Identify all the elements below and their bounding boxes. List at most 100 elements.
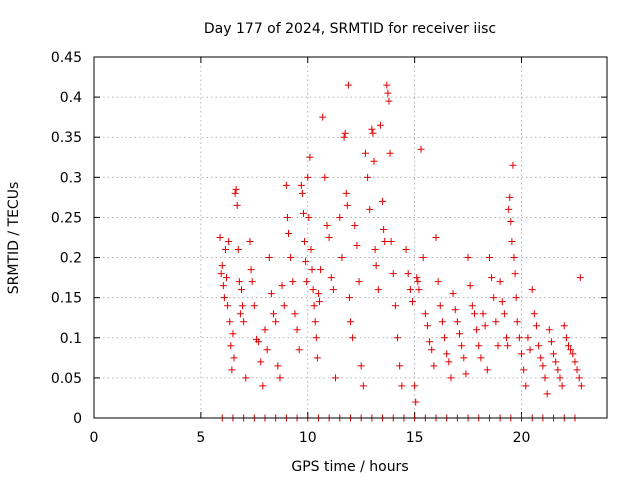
data-point <box>257 358 265 366</box>
data-point <box>507 217 515 225</box>
data-point <box>283 213 291 221</box>
y-tick-label: 0.1 <box>60 331 82 347</box>
data-point <box>537 354 545 362</box>
data-point <box>313 354 321 362</box>
data-point <box>518 350 525 358</box>
data-point <box>327 274 335 282</box>
data-point <box>515 334 523 342</box>
data-point <box>340 133 348 141</box>
data-point <box>272 318 280 326</box>
y-tick-label: 0.15 <box>51 291 82 307</box>
data-point <box>415 286 423 294</box>
data-point <box>473 326 481 334</box>
data-point <box>554 366 562 374</box>
data-point <box>263 346 271 354</box>
data-point <box>453 318 461 326</box>
data-point <box>503 334 511 342</box>
data-point <box>310 302 318 310</box>
data-point <box>332 374 340 382</box>
data-point <box>217 270 225 278</box>
data-point <box>396 362 404 370</box>
data-point <box>230 354 238 362</box>
data-point <box>247 266 255 274</box>
x-tick-labels: 0 5 10 15 20 <box>90 430 531 446</box>
data-point <box>323 221 331 229</box>
data-point <box>239 302 247 310</box>
data-point <box>305 213 313 221</box>
data-point <box>301 238 309 246</box>
data-point <box>311 318 319 326</box>
data-point <box>250 302 258 310</box>
data-point <box>304 173 312 181</box>
data-point <box>297 181 305 189</box>
data-point <box>569 350 577 358</box>
data-point <box>468 302 476 310</box>
data-point <box>430 362 438 370</box>
data-point <box>372 262 380 270</box>
data-point <box>379 197 387 205</box>
data-point <box>383 81 391 89</box>
data-point <box>530 310 538 318</box>
data-point <box>460 354 468 362</box>
data-point <box>413 274 421 282</box>
data-point <box>325 234 333 241</box>
y-tick-label: 0.25 <box>51 210 82 226</box>
data-point <box>344 81 352 89</box>
data-point <box>562 334 570 342</box>
data-point <box>550 350 558 358</box>
data-point <box>404 270 412 278</box>
data-point <box>345 294 353 302</box>
data-point <box>528 286 536 294</box>
data-point <box>303 278 311 286</box>
data-point <box>307 246 315 254</box>
data-point <box>361 149 369 157</box>
data-point <box>225 238 233 246</box>
data-point <box>414 278 422 286</box>
data-point <box>237 286 245 294</box>
data-point <box>317 266 325 274</box>
data-point <box>234 246 242 254</box>
data-point <box>505 205 513 213</box>
data-point <box>438 318 446 326</box>
x-axis-label: GPS time / hours <box>291 459 408 475</box>
data-point <box>485 254 493 262</box>
y-tick-label: 0.4 <box>60 90 82 106</box>
data-point <box>509 161 517 169</box>
data-point <box>402 246 410 254</box>
data-point <box>547 338 555 346</box>
data-point <box>458 342 466 350</box>
data-point <box>216 234 224 241</box>
axis-ticks <box>93 56 607 419</box>
data-point <box>513 318 521 326</box>
data-point <box>423 322 431 330</box>
data-point <box>411 382 419 390</box>
data-point <box>229 330 237 338</box>
data-point <box>447 374 455 382</box>
data-point <box>221 246 229 254</box>
data-point <box>370 157 378 165</box>
data-point <box>309 286 317 294</box>
data-point <box>233 201 241 209</box>
data-point <box>571 358 579 366</box>
data-point <box>338 254 346 262</box>
data-point <box>560 322 568 330</box>
data-point <box>298 189 306 197</box>
data-point <box>408 298 416 306</box>
data-point <box>556 374 564 382</box>
data-point <box>231 189 239 197</box>
x-tick-label: 10 <box>299 430 317 446</box>
data-point <box>479 310 487 318</box>
data-point <box>235 278 243 286</box>
data-point <box>374 286 382 294</box>
x-tick-label: 15 <box>406 430 424 446</box>
data-point <box>368 125 376 133</box>
data-point <box>223 274 231 282</box>
data-point <box>267 290 275 298</box>
data-point <box>282 181 290 189</box>
data-point <box>306 153 314 161</box>
data-point <box>376 121 384 129</box>
data-point <box>218 262 226 270</box>
data-point <box>364 173 372 181</box>
data-point <box>441 334 449 342</box>
